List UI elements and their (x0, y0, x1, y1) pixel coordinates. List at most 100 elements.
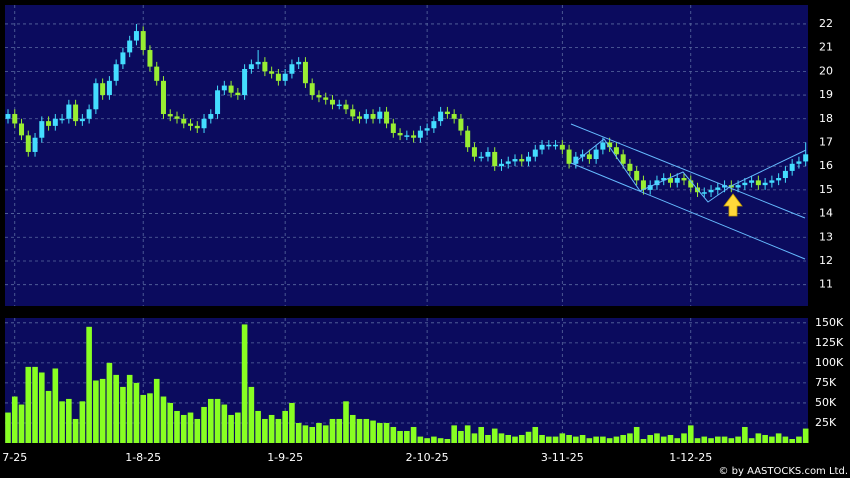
volume-bar (593, 436, 599, 443)
candle-body (586, 154, 592, 160)
candle-body (357, 116, 363, 119)
candle-body (640, 180, 646, 190)
volume-bar (282, 410, 288, 443)
candle-body (722, 185, 728, 188)
volume-bar (322, 425, 329, 443)
volume-bar (349, 414, 356, 443)
copyright: © by AASTOCKS.com Ltd. (718, 466, 848, 477)
channel-lower (570, 162, 806, 260)
candle-body (417, 130, 423, 138)
volume-bar (667, 434, 674, 443)
candle-body (19, 123, 25, 136)
candle-body (323, 97, 329, 100)
volume-bar (742, 426, 748, 443)
candle-body (336, 104, 342, 107)
volume-bar (397, 430, 403, 443)
candle-body (66, 104, 72, 119)
volume-bar (72, 418, 79, 443)
y-tick-label: 18 (819, 112, 833, 125)
volume-bar (451, 425, 457, 443)
candle-body (532, 149, 538, 157)
volume-bar (5, 412, 11, 443)
candle-body (106, 80, 112, 96)
candle-body (188, 123, 194, 126)
volume-bar (424, 438, 430, 443)
volume-bar (464, 425, 471, 443)
volume-bar (268, 414, 275, 443)
volume-bar (491, 428, 498, 443)
candle-body (100, 83, 106, 96)
volume-bar (289, 402, 295, 443)
candle-body (309, 83, 315, 96)
candle-body (498, 163, 504, 167)
volume-bar (79, 401, 86, 443)
candle-body (451, 114, 457, 119)
candle-body (681, 178, 687, 181)
volume-bar (694, 438, 701, 443)
volume-bar (458, 430, 464, 443)
candle-body (769, 180, 775, 183)
volume-bar (336, 418, 343, 443)
volume-bar (613, 436, 620, 443)
volume-bar (180, 414, 187, 443)
candle-body (255, 61, 261, 65)
volume-bar (201, 406, 207, 443)
volume-bar (518, 434, 525, 443)
x-tick-label: 7-25 (2, 451, 27, 464)
candle-body (269, 71, 275, 74)
volume-bar (701, 436, 708, 443)
volume-bar (748, 438, 755, 443)
volume-bar (708, 438, 714, 443)
candle-body (803, 154, 809, 162)
volume-bar (343, 401, 349, 443)
candle-body (485, 151, 491, 157)
candle-body (93, 83, 99, 110)
zigzag-line (573, 138, 807, 203)
volume-bar (167, 402, 174, 443)
candle-body (228, 85, 234, 93)
volume-bar (796, 436, 802, 443)
volume-bar (262, 418, 268, 443)
volume-bar (755, 433, 762, 443)
candle-body (282, 73, 288, 81)
candle-body (505, 161, 511, 164)
candle-body (492, 151, 498, 167)
volume-bar (471, 433, 478, 443)
candle-body (553, 144, 559, 147)
candle-body (275, 73, 281, 81)
y-tick-label: 19 (819, 88, 833, 101)
candle-body (302, 61, 308, 84)
volume-bar (45, 390, 52, 443)
candle-body (566, 149, 572, 164)
candle-body (755, 180, 761, 186)
trend-lines (570, 123, 807, 260)
candle-body (620, 154, 626, 164)
volume-bar (687, 425, 694, 443)
volume-bar (363, 418, 370, 443)
volume-bar (140, 394, 146, 443)
candle-body (674, 178, 680, 183)
candle-body (688, 180, 694, 188)
volume-bar (302, 425, 309, 443)
volume-bar (573, 436, 579, 443)
candle-body (201, 118, 207, 129)
volume-bar (241, 324, 248, 443)
arrow-marker (723, 193, 743, 217)
volume-bar (329, 418, 336, 443)
candle-body (627, 163, 633, 171)
candle-body (194, 125, 200, 129)
volume-tick-label: 75K (815, 376, 837, 389)
candle-body (140, 31, 146, 51)
candle-body (86, 109, 92, 119)
candle-body (32, 137, 38, 152)
volume-bar (52, 368, 59, 443)
candle-body (52, 118, 58, 126)
volume-bar (86, 326, 92, 443)
volume-bar (208, 398, 214, 443)
candle-body (478, 156, 484, 159)
candle-body (546, 144, 552, 147)
y-tick-label: 22 (819, 17, 833, 30)
x-tick-label: 2-10-25 (406, 451, 449, 464)
candle-body (526, 156, 532, 162)
volume-bar (485, 434, 491, 443)
